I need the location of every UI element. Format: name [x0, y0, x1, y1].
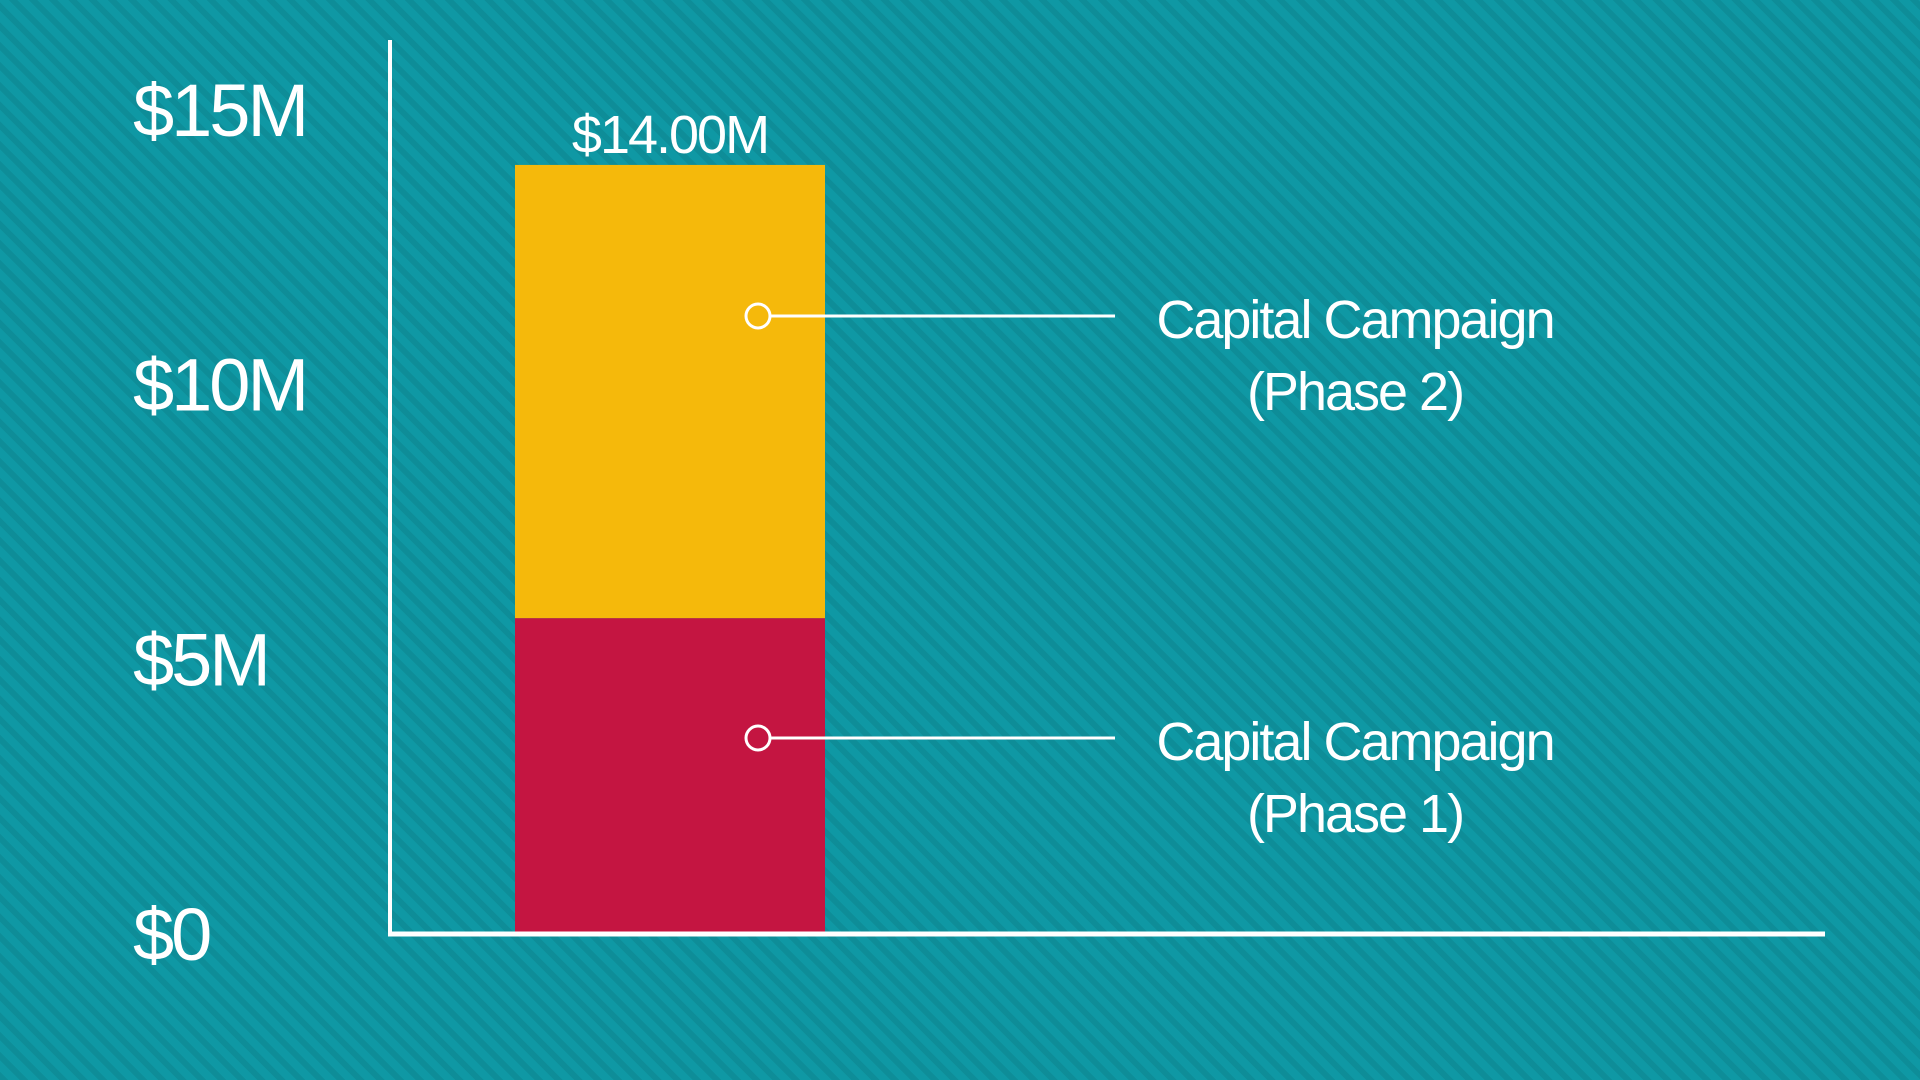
series-label-phase-1: Capital Campaign: [1156, 712, 1553, 772]
bar-segment-phase-2: [515, 164, 825, 619]
y-tick-label: $0: [133, 893, 210, 976]
callout-marker-phase-1: [744, 724, 772, 752]
series-label-phase-2: Capital Campaign: [1156, 290, 1553, 350]
bar-segment-phase-1: [515, 618, 825, 934]
y-tick-label: $5M: [133, 618, 268, 701]
bar-total-label: $14.00M: [572, 105, 768, 165]
y-axis-ticks: $0 $5M $10M $15M: [133, 69, 309, 976]
y-tick-label: $15M: [133, 69, 306, 152]
series-annotations: Capital Campaign (Phase 1) Capital Campaig…: [744, 290, 1556, 844]
bar-segments: [515, 164, 825, 934]
series-label-phase-1: (Phase 1): [1247, 784, 1463, 844]
y-tick-label: $10M: [133, 344, 306, 427]
series-label-phase-2: (Phase 2): [1247, 362, 1463, 422]
callout-marker-phase-2: [744, 302, 772, 330]
